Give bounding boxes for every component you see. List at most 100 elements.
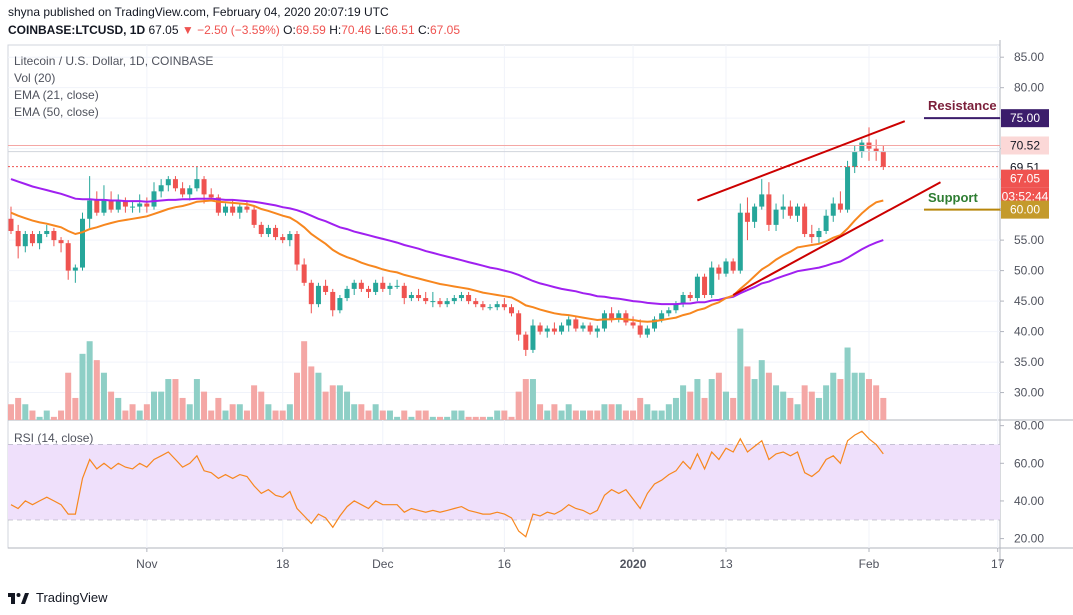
ema21-line xyxy=(10,199,884,323)
legend-rsi: RSI (14, close) xyxy=(14,431,93,445)
volume-bar xyxy=(351,404,358,420)
candle-body xyxy=(687,295,693,299)
candle-body xyxy=(773,209,779,225)
candle-body xyxy=(65,243,71,271)
low-value: 66.51 xyxy=(384,23,415,37)
candle-body xyxy=(108,200,114,210)
candle-body xyxy=(87,200,93,219)
volume-bar xyxy=(429,416,436,420)
candle-body xyxy=(480,304,486,308)
candle-body xyxy=(544,328,550,332)
candle-body xyxy=(430,301,436,303)
candle-body xyxy=(837,203,843,210)
tradingview-logo[interactable]: TradingView xyxy=(8,590,108,605)
volume-bar xyxy=(522,379,529,420)
volume-bar xyxy=(487,416,494,420)
volume-bar xyxy=(758,360,765,420)
volume-bar xyxy=(773,385,780,420)
candle-body xyxy=(101,200,107,213)
resistance-label: Resistance xyxy=(928,98,997,113)
chart-header: shyna published on TradingView.com, Febr… xyxy=(0,0,1073,40)
volume-bar xyxy=(701,397,708,420)
candle-body xyxy=(158,185,164,192)
volume-bar xyxy=(737,328,744,420)
volume-bar xyxy=(808,391,815,420)
volume-bar xyxy=(780,391,787,420)
volume-bar xyxy=(179,397,186,420)
candle-body xyxy=(37,234,43,244)
chart-svg[interactable]: 30.0035.0040.0045.0050.0055.0060.0065.00… xyxy=(0,0,1073,584)
volume-bar xyxy=(243,410,250,420)
volume-bar xyxy=(708,379,715,420)
volume-bar xyxy=(594,410,601,420)
volume-bar xyxy=(258,391,265,420)
volume-bar xyxy=(558,410,565,420)
candle-body xyxy=(323,285,329,292)
volume-bar xyxy=(372,404,379,420)
candle-body xyxy=(830,203,836,216)
candle-body xyxy=(787,206,793,216)
volume-bar xyxy=(622,410,629,420)
volume-bar xyxy=(572,410,579,420)
time-tick-label: 16 xyxy=(498,557,512,571)
volume-bar xyxy=(544,410,551,420)
candle-body xyxy=(644,328,650,335)
volume-bar xyxy=(551,404,558,420)
candle-body xyxy=(616,313,622,320)
high-value: 70.46 xyxy=(341,23,372,37)
rsi-tick-label: 20.00 xyxy=(1014,532,1044,546)
candle-body xyxy=(137,203,143,207)
volume-bar xyxy=(801,385,808,420)
candle-body xyxy=(294,234,300,265)
volume-bar xyxy=(86,341,93,420)
volume-bar xyxy=(22,404,29,420)
volume-bar xyxy=(151,391,157,420)
volume-bar xyxy=(744,366,751,420)
volume-bar xyxy=(8,404,14,420)
volume-bar xyxy=(201,391,208,420)
candle-body xyxy=(444,301,450,305)
candle-body xyxy=(251,209,257,225)
volume-bar xyxy=(680,385,687,420)
candle-body xyxy=(387,285,393,289)
candle-body xyxy=(759,194,765,207)
ema50-line xyxy=(10,178,884,306)
volume-bar xyxy=(15,397,22,420)
candle-body xyxy=(287,234,293,241)
candle-body xyxy=(623,313,629,323)
legend-vol: Vol (20) xyxy=(14,71,55,85)
candle-body xyxy=(601,313,607,329)
candle-body xyxy=(380,282,386,289)
volume-bar xyxy=(158,391,165,420)
candle-body xyxy=(51,230,57,241)
price-tick-label: 80.00 xyxy=(1014,81,1044,95)
volume-bar xyxy=(394,416,401,420)
volume-bar xyxy=(229,404,236,420)
candle-body xyxy=(537,325,543,332)
volume-bar xyxy=(615,404,622,420)
candle-body xyxy=(530,325,536,350)
tradingview-logo-icon xyxy=(8,592,29,604)
candle-body xyxy=(58,240,64,244)
candle-body xyxy=(22,234,28,247)
candle-body xyxy=(394,285,400,287)
price-tick-label: 50.00 xyxy=(1014,264,1044,278)
candle-body xyxy=(559,325,565,332)
volume-bar xyxy=(787,397,794,420)
high-label: H: xyxy=(329,23,342,37)
volume-bar xyxy=(687,391,694,420)
candle-body xyxy=(523,334,529,350)
support-badge-bg xyxy=(1001,200,1049,219)
volume-bar xyxy=(858,372,865,420)
candle-body xyxy=(201,179,207,195)
candle-body xyxy=(666,310,672,314)
change-arrow-icon: ▼ xyxy=(181,23,194,37)
high-badge: 70.52 xyxy=(1010,138,1040,152)
volume-bar xyxy=(72,397,79,420)
volume-bar xyxy=(451,410,458,420)
candle-body xyxy=(258,224,264,235)
volume-bar xyxy=(129,404,136,420)
candle-body xyxy=(594,328,600,332)
volume-bar xyxy=(365,410,372,420)
volume-bar xyxy=(422,410,429,420)
